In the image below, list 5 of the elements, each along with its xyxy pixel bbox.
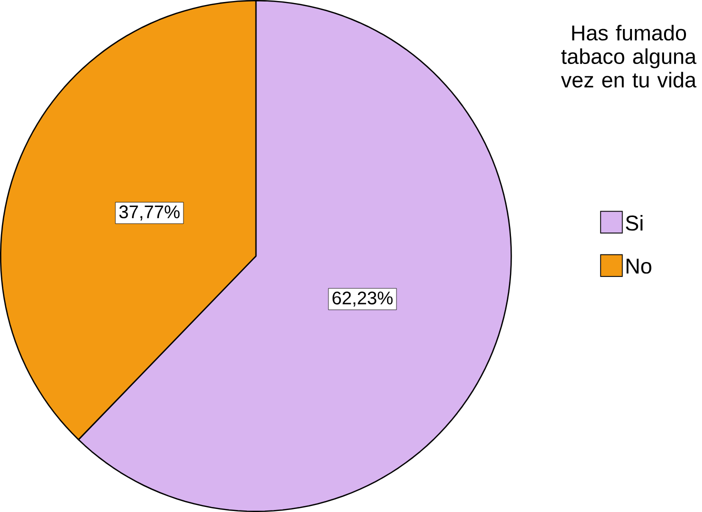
legend-title: Has fumado tabaco alguna vez en tu vida xyxy=(561,24,696,88)
legend-label: Si xyxy=(626,214,642,231)
data-label: 37,77% xyxy=(119,205,180,220)
legend-label: No xyxy=(626,258,652,274)
data-label: 62,23% xyxy=(332,292,393,307)
